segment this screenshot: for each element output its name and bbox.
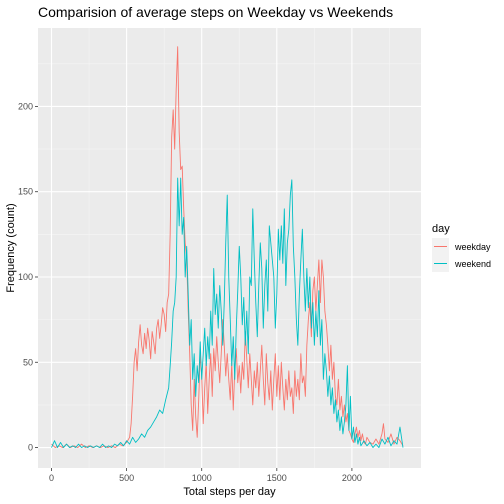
series-line-weekend bbox=[51, 177, 404, 448]
x-axis-ticks: 0 500 1000 1500 2000 bbox=[49, 468, 362, 483]
x-tick-label: 1500 bbox=[267, 473, 287, 483]
legend: day weekday weekend bbox=[432, 223, 491, 272]
y-tick-label: 150 bbox=[18, 187, 33, 197]
legend-label-weekend: weekend bbox=[454, 259, 491, 269]
series-lines bbox=[51, 46, 404, 448]
y-axis-ticks: 0 50 100 150 200 bbox=[18, 101, 38, 453]
x-tick-label: 0 bbox=[49, 473, 54, 483]
x-tick-label: 500 bbox=[119, 473, 134, 483]
legend-title: day bbox=[432, 223, 450, 235]
x-axis-title: Total steps per day bbox=[183, 486, 276, 498]
y-tick-label: 100 bbox=[18, 272, 33, 282]
x-tick-label: 2000 bbox=[342, 473, 362, 483]
y-tick-label: 200 bbox=[18, 101, 33, 111]
plot-panel bbox=[38, 28, 421, 468]
chart-title: Comparision of average steps on Weekday … bbox=[38, 4, 393, 20]
legend-label-weekday: weekday bbox=[454, 242, 491, 252]
y-axis-title: Frequency (count) bbox=[5, 203, 17, 292]
y-tick-label: 0 bbox=[28, 443, 33, 453]
y-tick-label: 50 bbox=[23, 357, 33, 367]
x-tick-label: 1000 bbox=[192, 473, 212, 483]
series-line-weekday bbox=[51, 46, 404, 448]
minor-gridlines bbox=[38, 28, 421, 468]
